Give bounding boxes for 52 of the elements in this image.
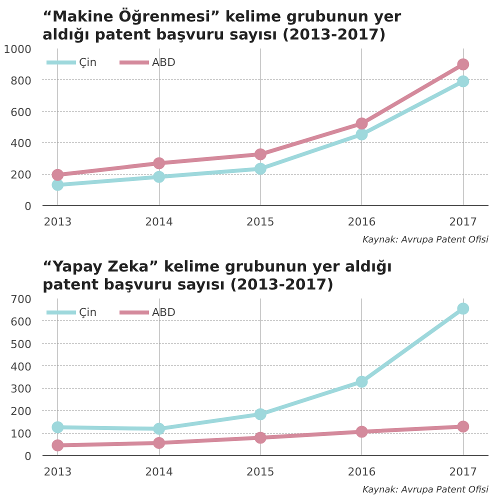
text: Kaynak: Avrupa Patent Ofisi [362, 236, 489, 246]
text: Kaynak: Avrupa Patent Ofisi [362, 486, 489, 496]
x-tick-label: 2017 [449, 216, 478, 228]
point [356, 426, 368, 438]
point [254, 432, 266, 444]
x-tick-label: 2016 [348, 466, 376, 478]
point [153, 170, 166, 183]
point [153, 157, 166, 170]
y-tick-label: 700 [10, 293, 32, 306]
point [153, 436, 166, 449]
point [457, 420, 470, 433]
y-tick-label: 600 [10, 106, 32, 119]
x-tick-label: 2017 [449, 466, 478, 478]
x-tick-label: 2016 [348, 216, 376, 228]
x-tick-label: 2013 [44, 466, 72, 478]
point [356, 128, 368, 140]
point [52, 439, 64, 452]
x-tick-label: 2014 [145, 466, 174, 478]
point [356, 376, 368, 388]
y-tick-label: 800 [10, 74, 32, 88]
point [52, 421, 64, 434]
y-tick-label: 200 [10, 168, 32, 182]
x-tick-label: 2014 [145, 216, 174, 228]
y-tick-label: 100 [10, 428, 32, 441]
y-tick-label: 1000 [4, 43, 32, 56]
point [457, 302, 470, 315]
point [457, 58, 470, 70]
chart-title: “Makine Öğrenmesi” kelime grubunun yer aldığı patent başvuru sayısı (2013-2017) [42, 8, 402, 44]
chart-title: “Yapay Zeka” kelime grubunun yer aldığı patent başvuru sayısı (2013-2017) [42, 258, 392, 294]
point [254, 148, 266, 160]
y-tick-label: 300 [10, 382, 32, 396]
point [356, 118, 368, 130]
x-tick-label: 2015 [246, 466, 274, 478]
legend-label: Çin [79, 56, 98, 68]
y-tick-label: 0 [24, 450, 32, 463]
point [52, 168, 64, 181]
x-tick-label: 2015 [246, 216, 274, 228]
point [457, 75, 470, 88]
y-tick-label: 0 [24, 200, 32, 213]
y-tick-label: 600 [10, 315, 32, 328]
y-tick-label: 500 [10, 338, 32, 351]
y-tick-label: 200 [10, 405, 32, 418]
point [254, 408, 266, 420]
point [254, 162, 266, 175]
y-tick-label: 400 [10, 137, 32, 150]
y-tick-label: 400 [10, 360, 32, 374]
point [52, 178, 64, 191]
legend-label: ABD [152, 56, 176, 68]
legend-label: Çin [79, 306, 98, 318]
point [153, 422, 166, 435]
x-tick-label: 2013 [44, 216, 72, 228]
legend-label: ABD [152, 306, 176, 318]
